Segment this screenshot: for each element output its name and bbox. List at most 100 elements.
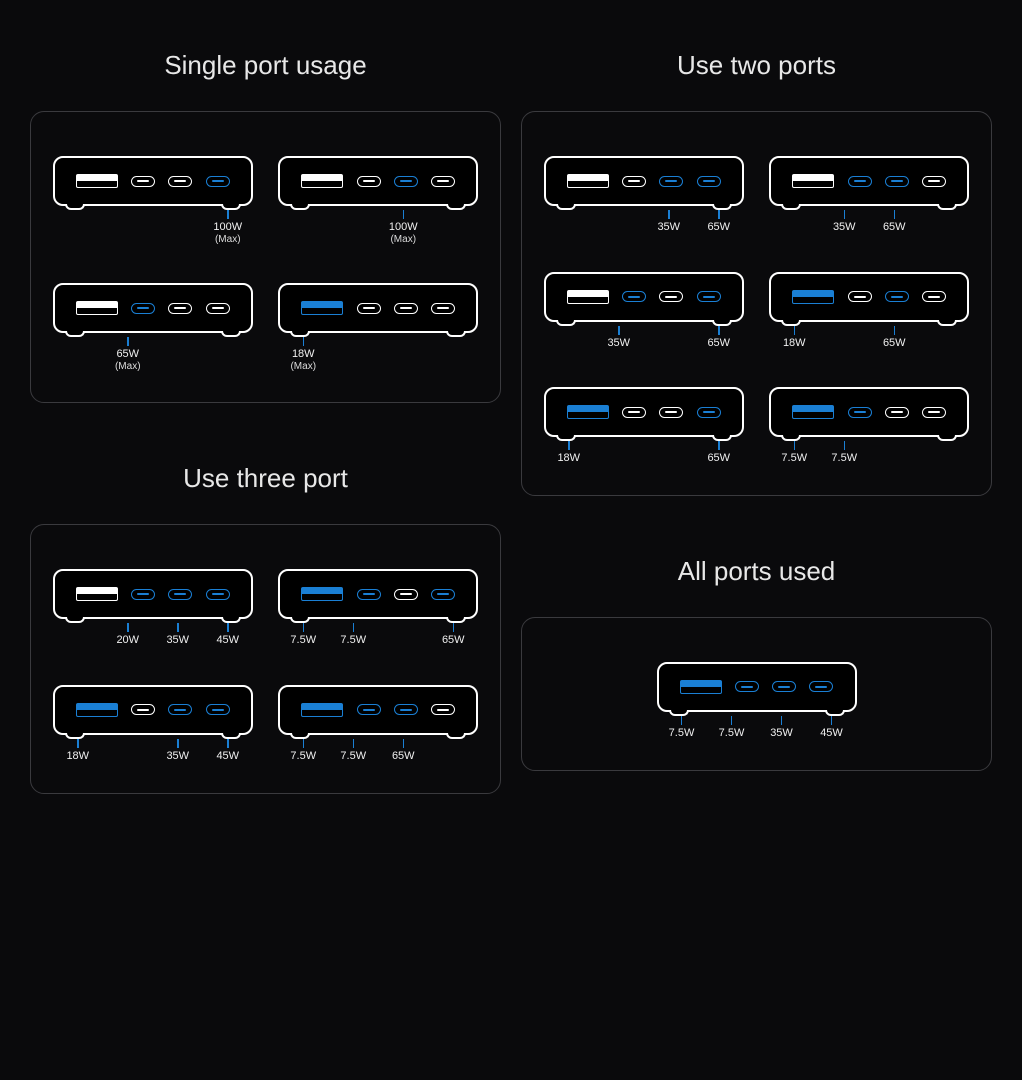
usb-c-port bbox=[394, 589, 418, 600]
device: 7.5W7.5W 65W bbox=[271, 569, 487, 647]
usb-a-port bbox=[301, 174, 343, 188]
device: 100W(Max) bbox=[45, 156, 261, 245]
power-label: 65W(Max) bbox=[103, 337, 153, 372]
power-label: 65W bbox=[694, 210, 744, 234]
usb-a-port bbox=[567, 405, 609, 419]
usb-c-port bbox=[885, 407, 909, 418]
power-label: 100W(Max) bbox=[203, 210, 253, 245]
usb-a-port bbox=[76, 703, 118, 717]
device: 18W 65W bbox=[762, 272, 978, 350]
usb-c-port bbox=[659, 176, 683, 187]
device: 18W35W45W bbox=[45, 685, 261, 763]
usb-c-port bbox=[357, 704, 381, 715]
usb-c-port bbox=[772, 681, 796, 692]
power-label: 35W bbox=[644, 210, 694, 234]
power-label: 18W(Max) bbox=[278, 337, 328, 372]
device: 7.5W7.5W65W bbox=[271, 685, 487, 763]
usb-c-port bbox=[206, 303, 230, 314]
usb-a-port bbox=[76, 301, 118, 315]
usb-a-port bbox=[301, 587, 343, 601]
device: 65W(Max) bbox=[45, 283, 261, 372]
usb-a-port bbox=[301, 301, 343, 315]
main-grid: Single port usage 100W(Max) 100W(Max) 65W(… bbox=[30, 50, 992, 794]
usb-c-port bbox=[922, 176, 946, 187]
usb-c-port bbox=[168, 176, 192, 187]
device: 7.5W7.5W35W45W bbox=[657, 662, 857, 740]
usb-c-port bbox=[735, 681, 759, 692]
usb-c-port bbox=[885, 176, 909, 187]
power-label: 35W bbox=[757, 716, 807, 740]
usb-c-port bbox=[848, 176, 872, 187]
usb-c-port bbox=[394, 704, 418, 715]
usb-c-port bbox=[622, 291, 646, 302]
power-label: 65W bbox=[869, 326, 919, 350]
power-label: 65W bbox=[428, 623, 478, 647]
section-title-single: Single port usage bbox=[30, 50, 501, 81]
power-label: 65W bbox=[694, 326, 744, 350]
power-label: 7.5W bbox=[707, 716, 757, 740]
usb-c-port bbox=[659, 291, 683, 302]
power-label: 18W bbox=[544, 441, 594, 465]
device: 35W65W bbox=[762, 156, 978, 234]
usb-c-port bbox=[168, 589, 192, 600]
usb-c-port bbox=[431, 704, 455, 715]
usb-c-port bbox=[357, 303, 381, 314]
usb-c-port bbox=[357, 176, 381, 187]
power-label: 35W bbox=[153, 739, 203, 763]
power-label: 7.5W bbox=[769, 441, 819, 465]
power-label: 65W bbox=[694, 441, 744, 465]
power-label: 7.5W bbox=[657, 716, 707, 740]
devices-all: 7.5W7.5W35W45W bbox=[536, 662, 977, 740]
usb-a-port bbox=[792, 405, 834, 419]
section-title-three: Use three port bbox=[30, 463, 501, 494]
power-label: 7.5W bbox=[328, 739, 378, 763]
section-single: Single port usage 100W(Max) 100W(Max) 65W(… bbox=[30, 50, 501, 794]
device: 35W 65W bbox=[536, 272, 752, 350]
usb-c-port bbox=[809, 681, 833, 692]
power-label: 65W bbox=[869, 210, 919, 234]
usb-a-port bbox=[301, 703, 343, 717]
usb-c-port bbox=[885, 291, 909, 302]
usb-c-port bbox=[206, 589, 230, 600]
section-title-two: Use two ports bbox=[521, 50, 992, 81]
power-label: 45W bbox=[203, 739, 253, 763]
power-label: 65W bbox=[378, 739, 428, 763]
usb-a-port bbox=[567, 174, 609, 188]
usb-c-port bbox=[697, 407, 721, 418]
usb-c-port bbox=[131, 704, 155, 715]
power-label: 35W bbox=[594, 326, 644, 350]
usb-a-port bbox=[680, 680, 722, 694]
section-title-all: All ports used bbox=[521, 556, 992, 587]
panel-three: 20W35W45W7.5W7.5W65W18W35W45W7.5W7.5W65W bbox=[30, 524, 501, 793]
power-label: 35W bbox=[153, 623, 203, 647]
usb-a-port bbox=[792, 290, 834, 304]
usb-c-port bbox=[697, 176, 721, 187]
usb-c-port bbox=[431, 303, 455, 314]
device: 35W65W bbox=[536, 156, 752, 234]
usb-c-port bbox=[922, 291, 946, 302]
power-label: 7.5W bbox=[278, 739, 328, 763]
devices-three: 20W35W45W7.5W7.5W65W18W35W45W7.5W7.5W65W bbox=[45, 569, 486, 762]
usb-c-port bbox=[394, 176, 418, 187]
power-label: 7.5W bbox=[819, 441, 869, 465]
panel-two: 35W65W35W65W35W65W18W65W18W65W7.5W7.5W bbox=[521, 111, 992, 496]
usb-c-port bbox=[131, 589, 155, 600]
usb-c-port bbox=[394, 303, 418, 314]
power-label: 7.5W bbox=[328, 623, 378, 647]
power-label: 20W bbox=[103, 623, 153, 647]
usb-c-port bbox=[622, 407, 646, 418]
usb-c-port bbox=[168, 303, 192, 314]
usb-a-port bbox=[567, 290, 609, 304]
usb-a-port bbox=[792, 174, 834, 188]
power-label: 7.5W bbox=[278, 623, 328, 647]
usb-a-port bbox=[76, 174, 118, 188]
power-label: 45W bbox=[203, 623, 253, 647]
usb-c-port bbox=[848, 291, 872, 302]
usb-c-port bbox=[922, 407, 946, 418]
usb-c-port bbox=[168, 704, 192, 715]
device: 100W(Max) bbox=[271, 156, 487, 245]
device: 7.5W7.5W bbox=[762, 387, 978, 465]
usb-c-port bbox=[206, 176, 230, 187]
power-label: 18W bbox=[769, 326, 819, 350]
usb-c-port bbox=[431, 176, 455, 187]
